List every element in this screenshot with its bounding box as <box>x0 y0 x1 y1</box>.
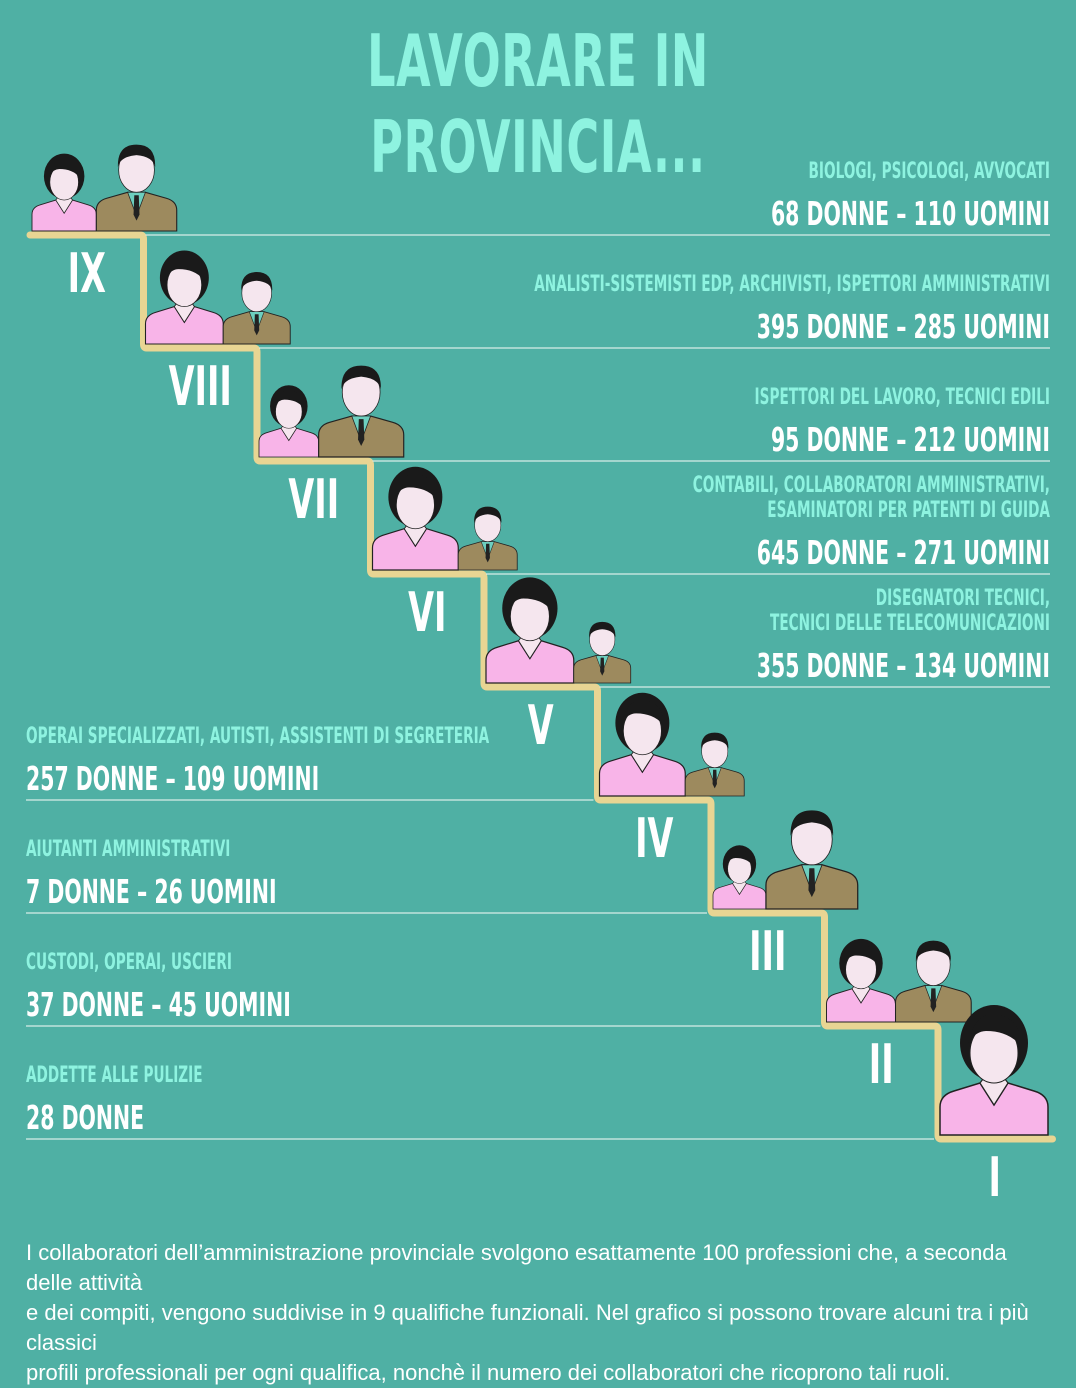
man-hair <box>241 272 273 291</box>
level-roles: CUSTODI, OPERAI, USCIERI <box>26 950 232 975</box>
man-tie <box>600 657 605 676</box>
level-numeral: VI <box>408 581 446 645</box>
man-icon <box>684 732 745 797</box>
woman-fringe <box>844 944 878 965</box>
level-roles: OPERAI SPECIALIZZATI, AUTISTI, ASSISTENT… <box>26 724 490 749</box>
woman-icon <box>485 577 575 684</box>
level-vi-figures <box>371 466 518 571</box>
level-iii-figures <box>712 810 859 910</box>
woman-icon <box>144 250 224 345</box>
level-counts: 355 DONNE – 134 UOMINI <box>757 648 1050 685</box>
level-iv-figures <box>598 692 745 797</box>
man-tie <box>133 195 140 221</box>
woman-icon <box>371 466 459 571</box>
man-tie <box>712 769 717 789</box>
level-counts: 37 DONNE – 45 UOMINI <box>26 987 291 1024</box>
level-counts: 95 DONNE – 212 UOMINI <box>771 422 1050 459</box>
level-numeral: VII <box>288 468 339 532</box>
man-tie <box>485 543 490 563</box>
level-roles: BIOLOGI, PSICOLOGI, AVVOCATI <box>809 159 1050 184</box>
woman-fringe <box>48 158 80 178</box>
man-tie <box>358 419 365 446</box>
level-roles: CONTABILI, COLLABORATORI AMMINISTRATIVI, <box>693 473 1050 498</box>
man-tie <box>808 868 816 898</box>
man-icon <box>573 621 632 684</box>
footer-line: e dei compiti, vengono suddivise in 9 qu… <box>26 1300 1029 1355</box>
level-roles: ADDETTE ALLE PULIZIE <box>26 1063 203 1088</box>
level-numeral: III <box>749 920 786 984</box>
level-viii-figures <box>144 250 291 345</box>
man-hair <box>117 144 156 167</box>
man-icon <box>765 810 859 910</box>
level-i-figures <box>939 1005 1049 1136</box>
level-counts: 7 DONNE – 26 UOMINI <box>26 874 277 911</box>
level-counts: 257 DONNE – 109 UOMINI <box>26 761 319 798</box>
level-roles: AIUTANTI AMMINISTRATIVI <box>26 837 230 862</box>
level-v-figures <box>485 577 632 684</box>
footer-line: profili professionali per ogni qualifica… <box>26 1360 951 1385</box>
level-counts: 395 DONNE – 285 UOMINI <box>757 309 1050 346</box>
level-roles: ANALISTI-SISTEMISTI EDP, ARCHIVISTI, ISP… <box>534 272 1050 297</box>
woman-icon <box>31 153 97 232</box>
level-roles: ESAMINATORI PER PATENTI DI GUIDA <box>767 498 1050 523</box>
level-numeral: VIII <box>169 355 232 419</box>
man-hair <box>915 940 951 962</box>
woman-icon <box>258 385 320 458</box>
woman-fringe <box>968 1014 1021 1045</box>
level-numeral: IV <box>635 807 674 871</box>
woman-icon <box>939 1005 1049 1136</box>
woman-fringe <box>621 700 664 725</box>
woman-icon <box>826 938 896 1023</box>
level-numeral: IX <box>68 242 106 306</box>
man-icon <box>457 506 518 571</box>
woman-fringe <box>394 474 437 499</box>
level-roles: TECNICI DELLE TELECOMUNICAZIONI <box>770 611 1050 636</box>
staircase <box>26 231 1056 1143</box>
level-counts: 68 DONNE – 110 UOMINI <box>771 196 1050 233</box>
level-numeral: I <box>989 1146 1001 1210</box>
level-roles: DISEGNATORI TECNICI, <box>876 586 1050 611</box>
level-ii-figures <box>826 938 972 1023</box>
man-hair <box>701 732 729 750</box>
man-icon <box>95 144 178 232</box>
man-icon <box>222 272 291 345</box>
woman-fringe <box>165 257 204 280</box>
man-tie <box>254 314 260 336</box>
man-hair <box>341 365 381 390</box>
level-vii-figures <box>258 365 405 458</box>
level-roles: ISPETTORI DEL LAVORO, TECNICI EDILI <box>755 385 1050 410</box>
man-hair <box>474 506 502 524</box>
page-title: LAVORARE IN PROVINCIA... <box>367 19 709 189</box>
man-hair <box>589 621 616 638</box>
woman-fringe <box>726 849 753 865</box>
man-hair <box>790 810 834 836</box>
woman-fringe <box>274 390 304 408</box>
woman-icon <box>712 845 767 910</box>
staircase-infographic: IX 68 DONNE – 110 UOMINI BIOLOGI, PSICOLOG… <box>26 144 1056 1209</box>
man-icon <box>894 940 972 1023</box>
level-counts: 645 DONNE – 271 UOMINI <box>757 535 1050 572</box>
man-tie <box>930 988 937 1013</box>
level-numeral: V <box>528 694 554 758</box>
woman-icon <box>598 692 686 797</box>
level-ix-figures <box>31 144 178 232</box>
footer-description: I collaboratori dell’amministrazione pro… <box>26 1238 1050 1388</box>
level-numeral: II <box>869 1033 894 1097</box>
footer-line: I collaboratori dell’amministrazione pro… <box>26 1240 1007 1295</box>
man-icon <box>318 365 405 458</box>
level-counts: 28 DONNE <box>26 1100 144 1137</box>
woman-fringe <box>508 584 552 610</box>
